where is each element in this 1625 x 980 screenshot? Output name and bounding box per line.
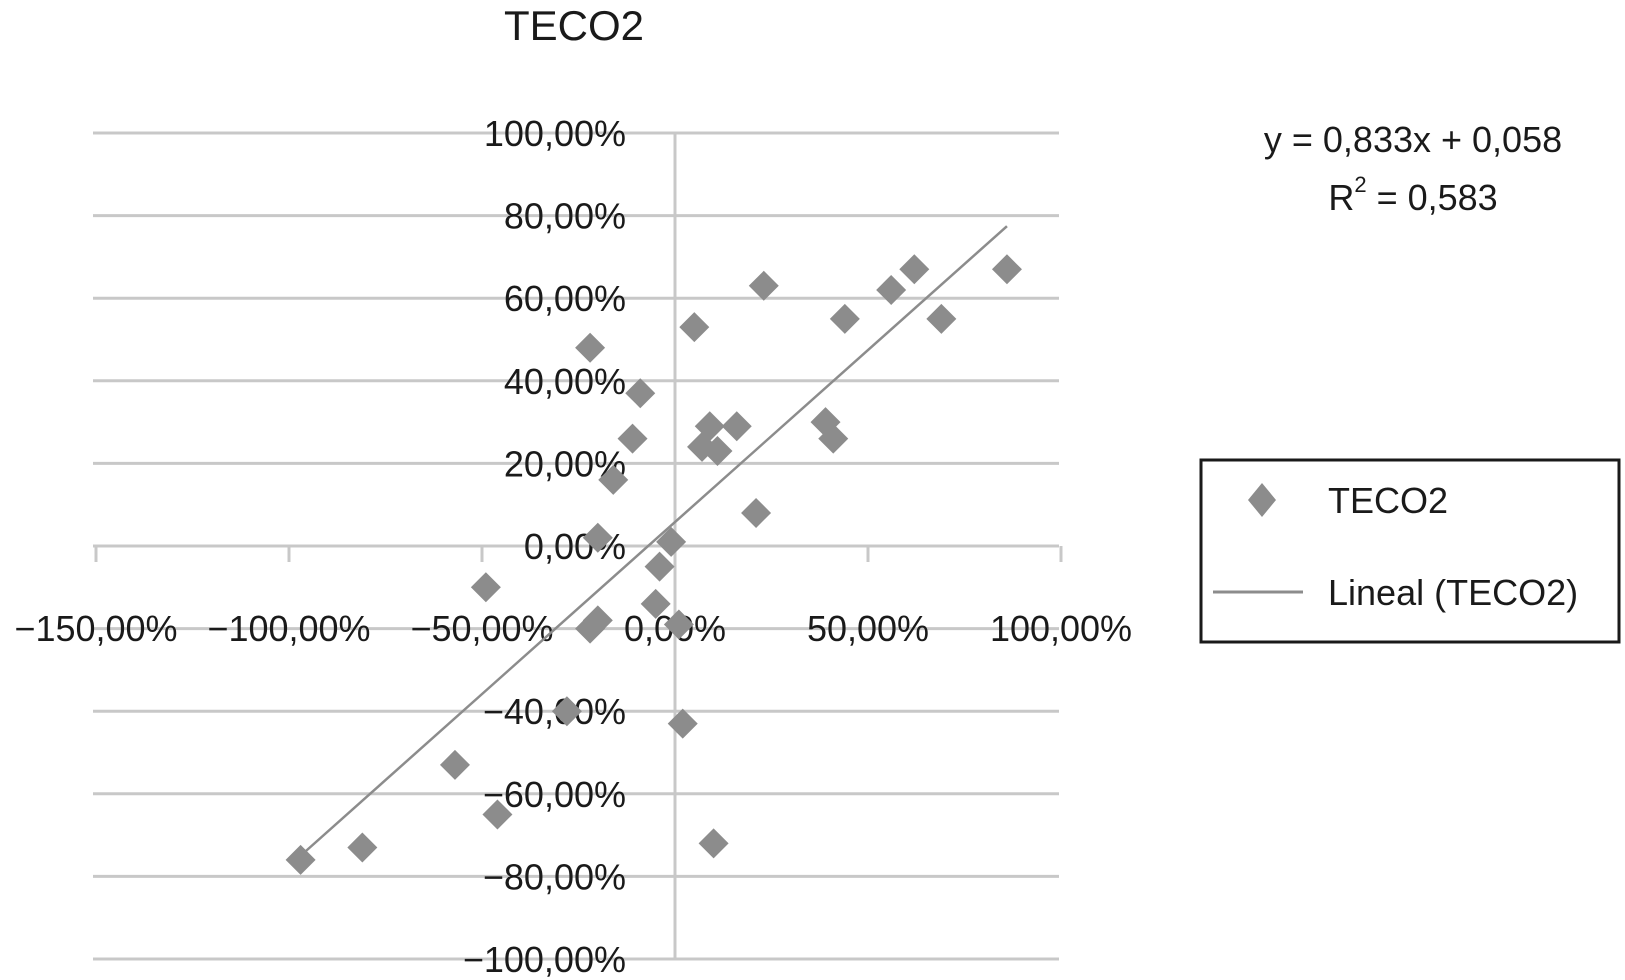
data-point-15 (656, 526, 687, 557)
data-points (285, 254, 1022, 875)
data-point-9 (575, 613, 606, 644)
x-axis-tick-labels: −150,00%−100,00%−50,00%0,00%50,00%100,00… (14, 608, 1132, 649)
r-squared-value: = 0,583 (1367, 177, 1498, 218)
data-point-7 (582, 522, 613, 553)
data-point-17 (667, 708, 698, 739)
data-point-16 (663, 609, 694, 640)
data-point-12 (625, 378, 656, 409)
data-point-30 (899, 254, 930, 285)
data-point-5 (551, 696, 582, 727)
data-point-24 (741, 497, 772, 528)
x-tick-label-1: −100,00% (207, 608, 370, 649)
x-tick-label-0: −150,00% (14, 608, 177, 649)
r-squared-superscript: 2 (1354, 172, 1366, 197)
data-point-18 (679, 312, 710, 343)
y-tick-label-8: 60,00% (504, 278, 626, 319)
data-point-10 (598, 464, 629, 495)
y-axis-tick-labels: −100,00%−80,00%−60,00%−40,00%0,00%20,00%… (463, 113, 626, 980)
data-point-0 (285, 844, 316, 875)
trendline-layer (299, 225, 1008, 857)
data-point-6 (575, 332, 606, 363)
data-point-14 (644, 551, 675, 582)
data-point-20 (694, 411, 725, 442)
y-tick-label-1: −80,00% (483, 856, 626, 897)
legend-diamond-marker-icon (1248, 483, 1276, 517)
data-point-2 (439, 749, 470, 780)
data-point-25 (748, 270, 779, 301)
data-point-3 (482, 799, 513, 830)
data-point-11 (617, 423, 648, 454)
trendline-equation: y = 0,833x + 0,058 R2 = 0,583 (1264, 119, 1562, 218)
r-squared-base: R (1328, 177, 1354, 218)
data-point-1 (347, 832, 378, 863)
trendline (299, 225, 1008, 857)
y-tick-label-2: −60,00% (483, 774, 626, 815)
chart-title: TECO2 (504, 2, 644, 49)
x-tick-label-4: 50,00% (807, 608, 929, 649)
x-tick-label-2: −50,00% (410, 608, 553, 649)
data-point-22 (698, 828, 729, 859)
data-point-23 (721, 411, 752, 442)
legend-entry-trendline: Lineal (TECO2) (1328, 572, 1578, 613)
data-point-4 (470, 572, 501, 603)
x-tick-label-5: 100,00% (990, 608, 1132, 649)
y-tick-label-9: 80,00% (504, 196, 626, 237)
data-point-29 (876, 274, 907, 305)
legend-box (1199, 458, 1621, 644)
trendline-equation-text: y = 0,833x + 0,058 (1264, 119, 1562, 160)
data-point-28 (829, 303, 860, 334)
r-squared-text: R2 = 0,583 (1328, 172, 1497, 218)
data-point-21 (702, 436, 733, 467)
data-point-27 (818, 423, 849, 454)
y-tick-label-5: 0,00% (524, 526, 626, 567)
y-tick-label-0: −100,00% (463, 939, 626, 980)
y-tick-label-10: 100,00% (484, 113, 626, 154)
legend-entry-scatter: TECO2 (1328, 480, 1448, 521)
y-tick-label-7: 40,00% (504, 361, 626, 402)
data-point-13 (640, 588, 671, 619)
data-point-31 (926, 303, 957, 334)
legend: TECO2 Lineal (TECO2) (1199, 458, 1621, 644)
data-point-32 (991, 254, 1022, 285)
